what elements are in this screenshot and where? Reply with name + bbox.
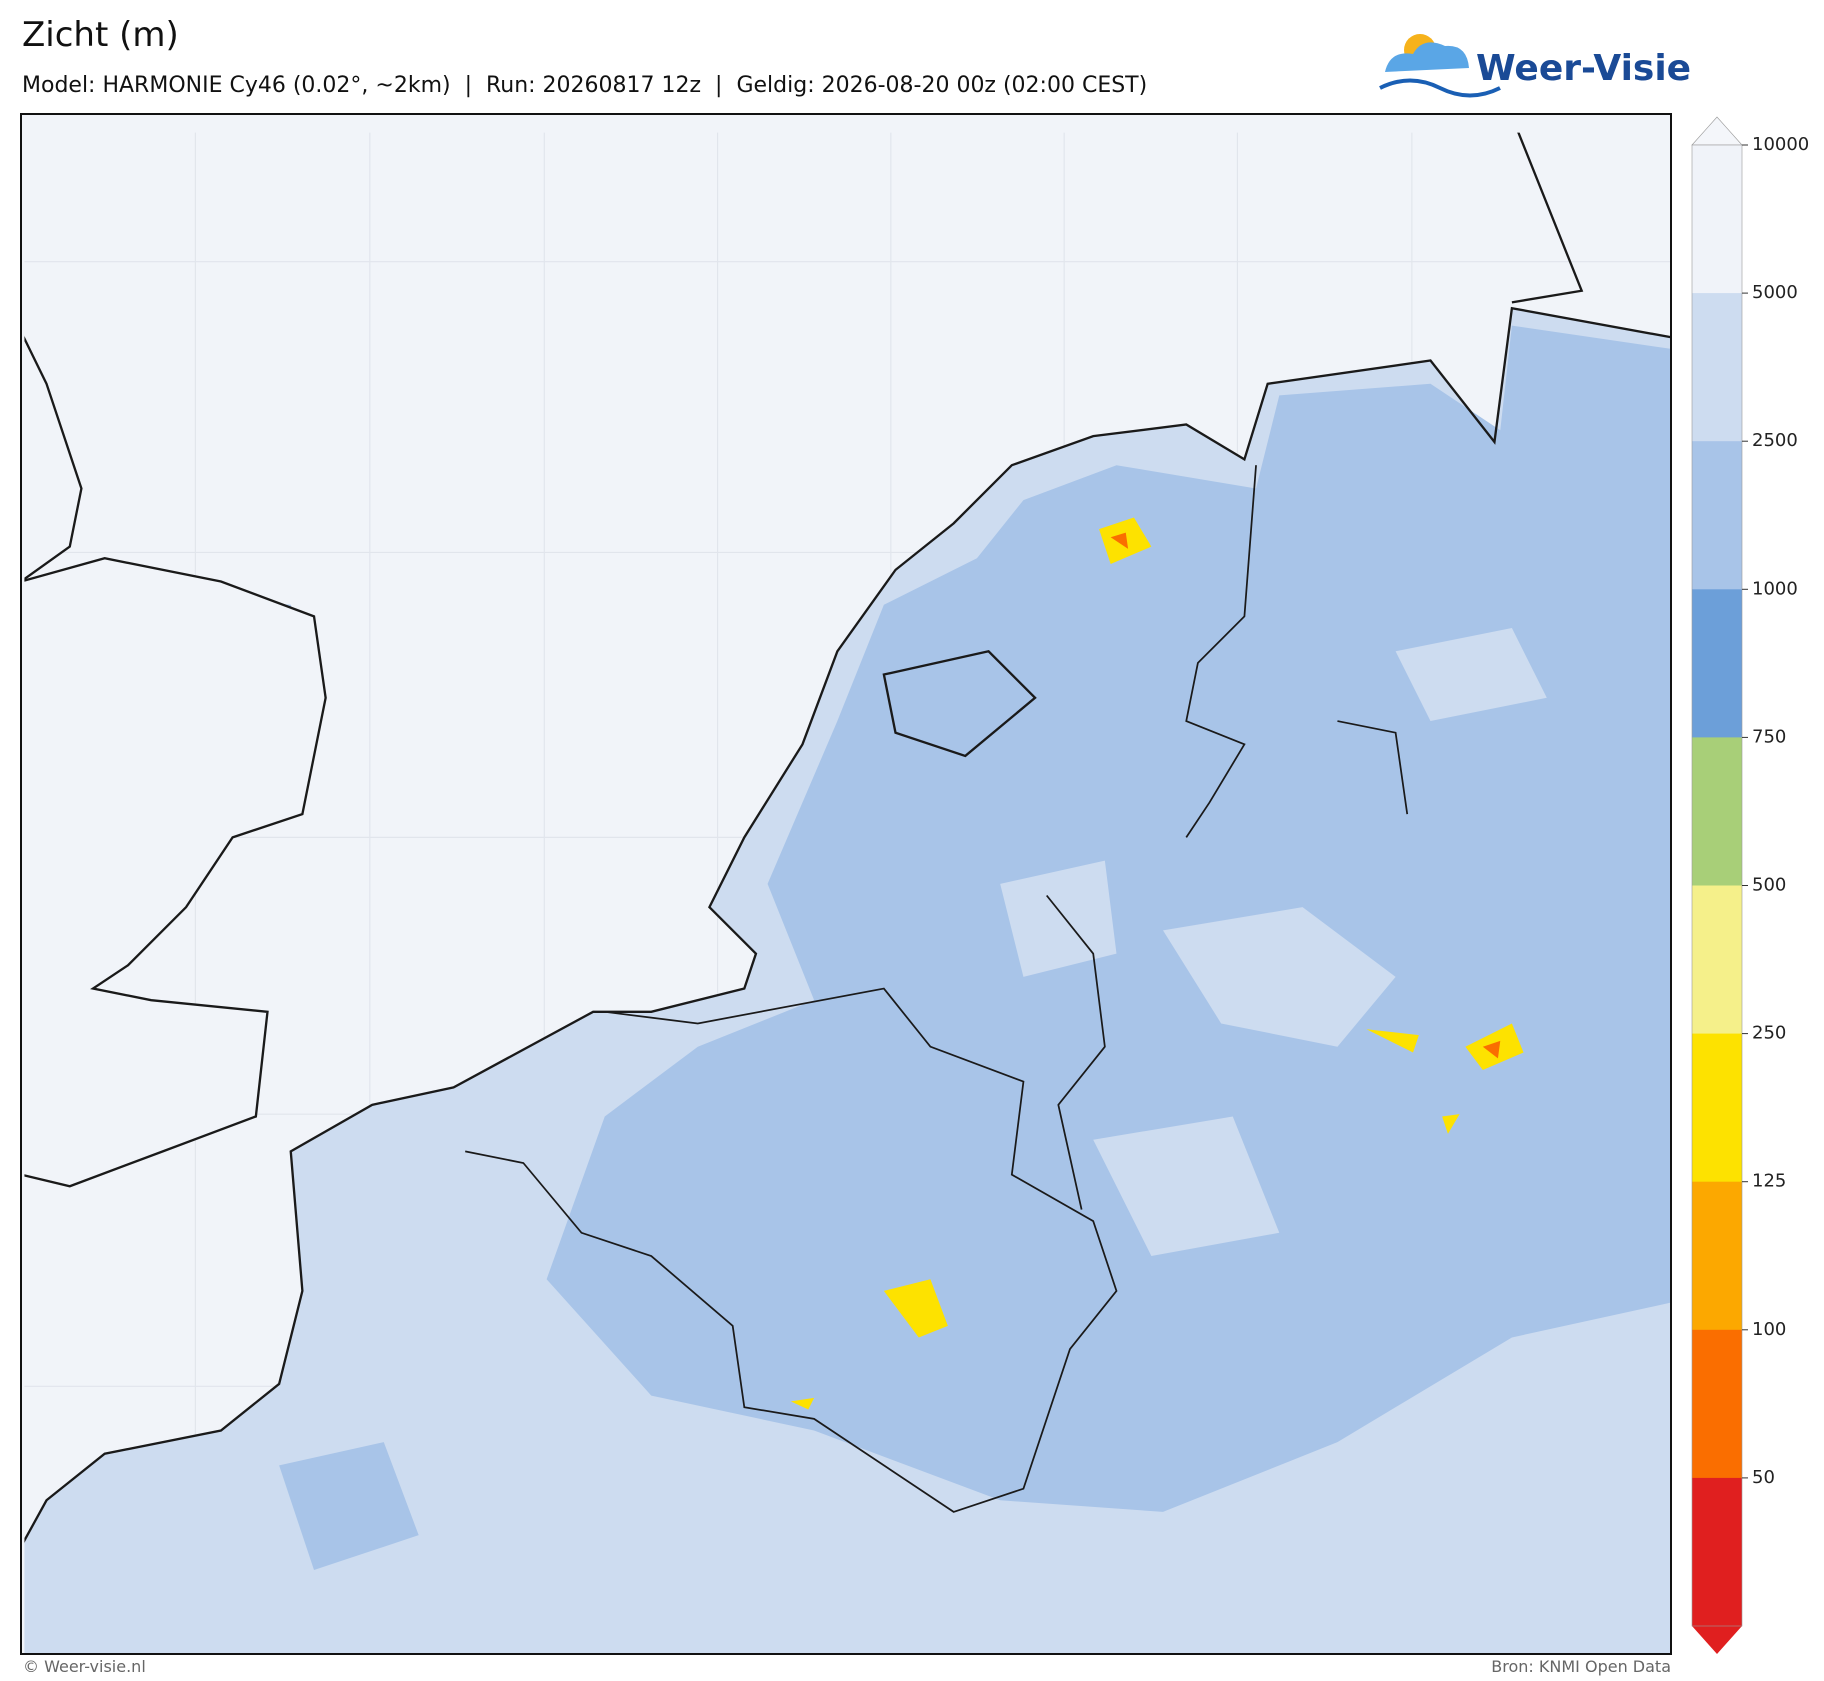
map-frame [20, 113, 1672, 1655]
footer-right: Bron: KNMI Open Data [1491, 1657, 1671, 1676]
title: Zicht (m) [22, 15, 179, 55]
visibility-area [127, 593, 419, 1571]
logo: Weer-Visie [1379, 34, 1691, 98]
colorbar-over [1691, 116, 1743, 146]
coastline [24, 306, 1672, 1543]
color-band [1692, 1181, 1742, 1331]
color-band [1692, 1033, 1742, 1183]
colorbar-tick-label: 2500 [1752, 430, 1798, 451]
footer-left: © Weer-visie.nl [23, 1657, 146, 1676]
coastline [24, 335, 83, 581]
color-band [1692, 1329, 1742, 1479]
color-band [1692, 1477, 1742, 1627]
logo-wave [1379, 78, 1501, 98]
colorbar-under [1692, 1626, 1742, 1654]
colorbar-tick-label: 1000 [1752, 578, 1798, 599]
colorbar-tick-label: 50 [1752, 1467, 1775, 1488]
color-band [1692, 441, 1742, 590]
colorbar-tick-label: 750 [1752, 726, 1786, 747]
color-band [1692, 145, 1742, 294]
visibility-area [1000, 628, 1547, 1257]
colorbar-tick-label: 500 [1752, 875, 1786, 896]
border [465, 465, 1409, 1513]
map [20, 113, 1672, 1655]
coastline [882, 132, 1584, 758]
logo-text: Weer-Visie [1476, 48, 1691, 89]
subtitle: Model: HARMONIE Cy46 (0.02°, ~2km) | Run… [22, 73, 1147, 98]
color-band [1692, 885, 1742, 1035]
colorbar-tick-label: 250 [1752, 1023, 1786, 1044]
color-band [1692, 737, 1742, 886]
color-band [1692, 589, 1742, 738]
coastline [24, 557, 327, 1188]
colorbar-tick-label: 5000 [1752, 282, 1798, 303]
colorbar-tick-label: 125 [1752, 1171, 1786, 1192]
colorbar-tick-label: 100 [1752, 1319, 1786, 1340]
color-band [1692, 293, 1742, 442]
colorbar-tick-label: 10000 [1752, 134, 1809, 155]
colorbar: 10000 5000 2500 1000 750 500 250 125 100 50 [1691, 116, 1809, 1654]
logo-cloud [1385, 42, 1469, 72]
map-layers [24, 132, 1672, 1654]
